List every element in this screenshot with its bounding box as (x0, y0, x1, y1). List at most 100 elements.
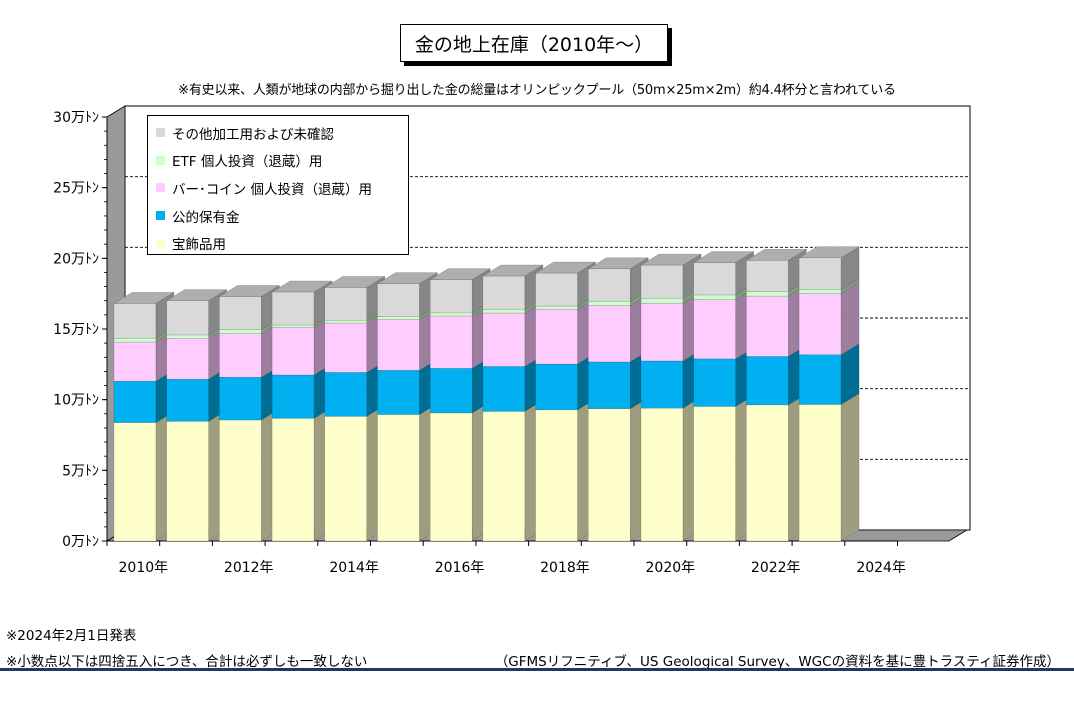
bar-segment-front (324, 319, 368, 324)
y-tick-label: 0万ﾄﾝ (62, 534, 99, 550)
bar-segment-front (588, 268, 631, 302)
bar-segment-front (535, 305, 578, 310)
bar-segment-front (693, 294, 736, 300)
bar-top (745, 249, 808, 261)
bar-segment-front (166, 334, 209, 339)
bar-group (587, 257, 650, 542)
bar-segment-front (377, 414, 420, 542)
bar-segment-front (113, 422, 157, 542)
bar-segment-front (798, 293, 842, 355)
bar-segment-front (798, 354, 842, 405)
bar-segment-front (219, 296, 262, 330)
bar-segment-front (693, 299, 736, 360)
x-tick-label: 2018年 (540, 560, 590, 576)
bar-segment-front (271, 418, 315, 542)
bar-segment-front (377, 319, 420, 371)
stacked-bar-chart: 0万ﾄﾝ 5万ﾄﾝ 10万ﾄﾝ 15万ﾄﾝ 20万ﾄﾝ 25万ﾄﾝ 30万ﾄﾝ 2010年 20… (53, 105, 971, 576)
bar-segment-front (219, 333, 262, 378)
bar-top (113, 292, 175, 304)
bar-top (640, 253, 702, 266)
bar-segment-front (693, 262, 736, 296)
bar-group (218, 285, 281, 542)
bar-segment-front (798, 404, 842, 542)
chart-subtitle: ※有史以来、人類が地球の内部から掘り出した金の総量はオリンピックプール（50m×… (178, 83, 896, 98)
chart-title: 金の地上在庫（2010年～） (400, 24, 668, 62)
bar-segment-front (798, 289, 842, 294)
x-tick-label: 2014年 (329, 560, 379, 576)
legend-swatch (156, 238, 165, 248)
bar-segment-front (693, 406, 736, 542)
legend-label: 公的保有金 (172, 209, 240, 226)
bar-segment-front (429, 368, 473, 414)
source-note: （GFMSリフニティブ、US Geological Survey、WGCの資料を… (494, 654, 1060, 670)
bar-segment-front (640, 302, 684, 362)
bar-group (798, 246, 860, 542)
bar-group (271, 280, 333, 542)
legend: その他加工用および未確認 ETF 個人投資（退蔵）用 バー･コイン 個人投資（退… (147, 115, 409, 255)
bar-segment-front (219, 419, 262, 542)
bar-segment-front (482, 312, 526, 367)
bar-top (798, 246, 860, 259)
bar-top (534, 261, 597, 274)
bar-segment-front (482, 411, 526, 542)
bar-segment-front (640, 298, 684, 304)
bar-segment-front (377, 370, 420, 415)
y-tick-label: 5万ﾄﾝ (62, 463, 99, 479)
bar-segment-front (113, 338, 157, 343)
x-tick-label: 2022年 (751, 560, 801, 576)
bar-group (323, 276, 386, 542)
bar-group (165, 289, 228, 542)
bar-segment-front (588, 301, 631, 306)
bar-segment-front (113, 303, 157, 339)
bar-top (587, 257, 650, 270)
bar-segment-front (324, 372, 368, 417)
bar-segment-side (840, 282, 860, 356)
footer-rule (0, 668, 1074, 671)
bar-top (376, 272, 439, 284)
y-tick-label: 15万ﾄﾝ (53, 322, 99, 338)
bar-segment-front (588, 408, 631, 542)
bar-segment-front (324, 416, 368, 542)
x-tick-label: 2012年 (224, 560, 274, 576)
bar-group (482, 264, 544, 542)
bar-segment-front (429, 412, 473, 542)
bar-segment-front (746, 356, 789, 406)
bar-segment-front (693, 358, 736, 407)
bar-group (534, 261, 597, 542)
bar-segment-front (166, 300, 209, 336)
bar-top (482, 264, 544, 277)
bar-segment-front (219, 329, 262, 334)
bar-top (271, 280, 333, 293)
bar-group (692, 251, 755, 542)
y-tick-label: 20万ﾄﾝ (53, 251, 99, 267)
bar-segment-front (535, 363, 578, 411)
bar-segment-front (798, 257, 842, 290)
legend-swatch (156, 155, 165, 165)
bar-segment-front (377, 316, 420, 320)
legend-label: 宝飾品用 (172, 237, 226, 254)
bar-segment-front (324, 287, 368, 321)
legend-swatch (156, 128, 165, 138)
bar-segment-front (746, 404, 789, 542)
y-tick-label: 30万ﾄﾝ (53, 110, 99, 126)
bar-segment-front (482, 275, 526, 310)
bar-segment-front (429, 315, 473, 369)
bar-segment-front (640, 264, 684, 299)
bar-segment-front (271, 324, 315, 328)
x-tick-label: 2010年 (119, 560, 169, 576)
bar-segment-front (166, 378, 209, 422)
note-release-date: ※2024年2月1日発表 (6, 628, 137, 644)
bar-segment-side (840, 393, 860, 542)
bar-group (376, 272, 439, 542)
bar-segment-front (166, 421, 209, 542)
legend-swatch (156, 211, 165, 221)
bar-segment-front (219, 376, 262, 421)
bar-segment-front (535, 309, 578, 365)
bar-segment-front (113, 380, 157, 423)
bar-segment-front (166, 338, 209, 380)
bar-top (692, 251, 755, 263)
bar-segment-front (535, 409, 578, 542)
note-rounding: ※小数点以下は四捨五入につき、合計は必ずしも一致しない (6, 654, 368, 670)
bar-segment-front (588, 305, 631, 363)
bar-segment-front (482, 309, 526, 314)
